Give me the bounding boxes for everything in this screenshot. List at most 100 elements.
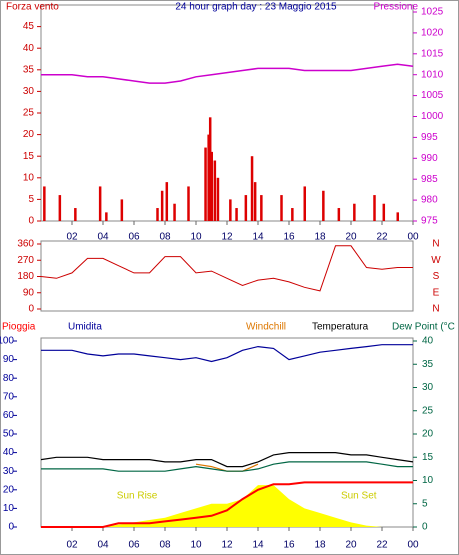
wind-bar: [165, 182, 169, 221]
x-tick-label: 02: [66, 540, 78, 551]
y-tick-label: 80: [3, 373, 15, 384]
y-tick-label: 10: [3, 503, 15, 514]
y-tick-label: 1025: [421, 7, 444, 18]
x-tick-label: 16: [283, 540, 295, 551]
y-tick-label: 35: [23, 64, 35, 75]
x-tick-label: 14: [252, 540, 264, 551]
chart-title: 24 hour graph day : 23 Maggio 2015: [175, 2, 337, 13]
x-tick-label: 20: [345, 232, 357, 243]
wind-bar: [216, 177, 220, 221]
wind-bar: [353, 203, 356, 221]
y-tick-label: 20: [3, 484, 15, 495]
compass-label: E: [433, 287, 440, 298]
series-line: [41, 344, 413, 363]
wind-bar: [250, 156, 254, 221]
y-tick-label: 30: [23, 86, 35, 97]
compass-label: S: [433, 271, 440, 282]
wind-bar: [337, 208, 341, 221]
wind-bar: [187, 186, 190, 221]
x-tick-label: 18: [314, 232, 326, 243]
y-tick-label: 995: [421, 132, 438, 143]
y-tick-label: 270: [17, 255, 34, 266]
x-tick-label: 20: [345, 540, 357, 551]
series-line: [40, 452, 414, 468]
y-tick-label: 50: [3, 429, 15, 440]
solar-area: [366, 525, 382, 527]
series-line: [41, 63, 414, 84]
wind-bar: [382, 203, 386, 221]
wind-bar: [105, 212, 108, 221]
annotation: Sun Rise: [117, 491, 158, 502]
wind-bar: [213, 160, 217, 221]
legend-label: Windchill: [246, 322, 286, 333]
x-tick-label: 08: [159, 540, 171, 551]
y-tick-label: 40: [422, 336, 434, 347]
y-tick-label: 990: [421, 153, 438, 164]
y-tick-label: 0: [28, 304, 34, 315]
wind-bar: [208, 117, 212, 221]
y-tick-label: 25: [23, 108, 35, 119]
y-tick-label: 45: [23, 21, 35, 32]
y-tick-label: 100: [0, 336, 14, 347]
y-tick-label: 20: [422, 429, 434, 440]
wind-bar: [160, 190, 164, 221]
axis-title: Forza vento: [6, 2, 59, 13]
wind-bar: [120, 199, 124, 221]
solar-area: [273, 485, 289, 527]
solar-area: [320, 513, 336, 527]
legend-label: Umidita: [68, 322, 102, 333]
y-tick-label: 90: [23, 287, 35, 298]
x-tick-label: 10: [190, 540, 202, 551]
y-tick-label: 5: [28, 194, 34, 205]
wind-bar: [396, 212, 399, 221]
series-line: [41, 481, 413, 528]
y-tick-label: 60: [3, 410, 15, 421]
y-tick-label: 40: [3, 447, 15, 458]
solar-area: [211, 503, 227, 527]
solar-area: [304, 508, 320, 527]
x-tick-label: 00: [407, 232, 419, 243]
wind-bar: [244, 195, 248, 221]
y-tick-label: 5: [422, 498, 428, 509]
legend-label: Pioggia: [2, 322, 36, 333]
x-tick-label: 00: [407, 540, 419, 551]
wind-bar: [43, 186, 46, 221]
y-tick-label: 15: [23, 151, 35, 162]
y-tick-label: 0: [422, 522, 428, 533]
wind-bar: [173, 203, 176, 221]
x-tick-label: 06: [128, 232, 140, 243]
y-tick-label: 975: [421, 216, 438, 227]
y-tick-label: 180: [17, 271, 34, 282]
wind-bar: [373, 195, 376, 221]
solar-area: [242, 485, 258, 527]
wind-bar: [303, 186, 306, 221]
y-tick-label: 20: [23, 129, 35, 140]
compass-label: N: [432, 304, 439, 315]
y-tick-label: 70: [3, 391, 15, 402]
wind-bar: [74, 208, 77, 221]
y-tick-label: 90: [3, 354, 15, 365]
solar-area: [351, 522, 367, 527]
wind-bar: [156, 208, 159, 221]
y-tick-label: 360: [17, 239, 34, 250]
y-tick-label: 10: [23, 172, 35, 183]
y-tick-label: 10: [422, 475, 434, 486]
wind-bar: [291, 208, 294, 221]
wind-bar: [235, 208, 238, 221]
y-tick-label: 40: [23, 43, 35, 54]
y-tick-label: 1000: [421, 111, 444, 122]
wind-bar: [260, 195, 263, 221]
y-tick-label: 1010: [421, 69, 444, 80]
series-line: [40, 245, 413, 292]
x-tick-label: 14: [252, 232, 264, 243]
wind-bar: [229, 199, 232, 221]
x-tick-label: 04: [97, 232, 109, 243]
x-tick-label: 04: [97, 540, 109, 551]
axis-title: Pressione: [374, 2, 419, 13]
y-tick-label: 15: [422, 452, 434, 463]
compass-label: N: [432, 239, 439, 250]
solar-area: [289, 499, 305, 527]
y-tick-label: 35: [422, 359, 434, 370]
